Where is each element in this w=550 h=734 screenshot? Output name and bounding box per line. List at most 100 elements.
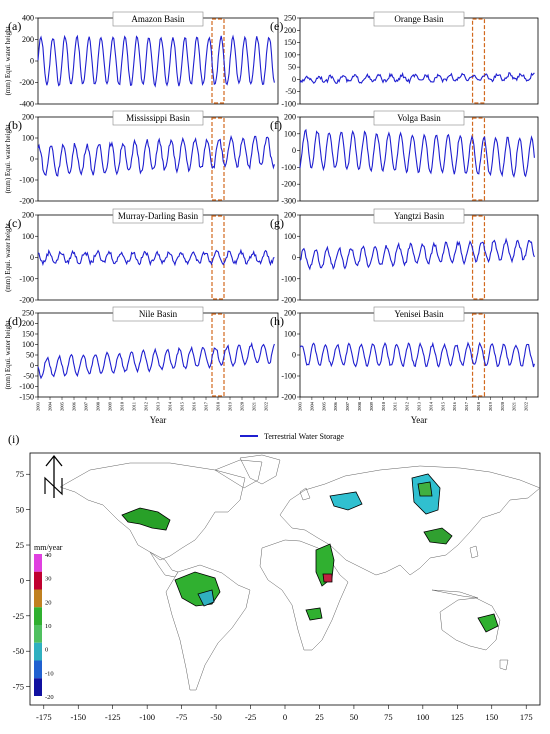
map-x-tick-label: 125: [451, 712, 464, 722]
x-tick-label: 2013: [417, 401, 422, 411]
colorbar: [34, 554, 42, 696]
y-tick-label: 0: [30, 155, 34, 164]
colorbar-tick-label: 20: [45, 599, 52, 606]
y-tick-label: -100: [19, 176, 34, 185]
tws-series-line: [37, 134, 275, 177]
y-tick-label: -50: [285, 87, 296, 96]
panel-1: Amazon Basin (a) -400 -200 0 200 400 (mm) Equi.…: [4, 11, 279, 109]
panel-label: (f): [270, 118, 282, 132]
y-tick-label: -100: [281, 274, 296, 283]
y-tick-label: -100: [281, 163, 296, 172]
y-tick-label: -100: [281, 372, 296, 381]
world-map-panel: (i): [8, 432, 541, 722]
y-tick-label: -100: [281, 100, 296, 109]
title-box: [112, 110, 204, 126]
tws-series-line: [37, 341, 275, 380]
y-tick-label: 0: [30, 57, 34, 66]
y-tick-label: 200: [22, 113, 34, 122]
x-tick-label: 2008: [96, 401, 101, 411]
x-tick-label: 2014: [168, 401, 173, 411]
highlight-box: [211, 215, 225, 300]
map-y-tick-label: -25: [13, 611, 24, 621]
colorbar-segment: [34, 607, 42, 625]
x-tick-label: 2014: [428, 401, 433, 411]
colorbar-segment: [34, 642, 42, 661]
colorbar-unit: mm/year: [34, 543, 63, 552]
panel-title: Yangtzi Basin: [394, 211, 445, 221]
y-tick-label: 200: [284, 211, 296, 220]
tws-series-line: [37, 248, 275, 267]
y-tick-label: -200: [281, 180, 296, 189]
mississippi-basin-shape: [121, 507, 171, 531]
y-tick-label: 100: [22, 340, 34, 349]
map-x-tick-label: -150: [70, 712, 86, 722]
map-x-tick-label: -125: [105, 712, 121, 722]
tws-series-line: [37, 34, 275, 88]
panel-label: (d): [8, 314, 22, 328]
map-x-tick-label: -100: [139, 712, 155, 722]
y-tick-label: 200: [22, 211, 34, 220]
y-tick-label: 0: [30, 361, 34, 370]
x-tick-label: 2012: [144, 402, 149, 411]
x-tick-label: 2020: [500, 401, 505, 411]
y-tick-label: 0: [292, 75, 296, 84]
panel-label: (e): [270, 19, 283, 33]
map-y-tick-label: 75: [16, 469, 25, 479]
y-tick-label: 200: [284, 309, 296, 318]
map-x-tick-label: 75: [384, 712, 393, 722]
y-tick-label: 0: [30, 253, 34, 262]
murray-darling-basin-shape: [477, 613, 499, 633]
panel-title: Nile Basin: [139, 309, 178, 319]
tws-series-line: [299, 237, 535, 271]
x-tick-label: 2011: [393, 402, 398, 411]
panel-label: (b): [8, 118, 22, 132]
map-x-tick-label: 25: [315, 712, 324, 722]
x-tick-label: 2005: [60, 401, 65, 411]
x-tick-label: 2015: [180, 401, 185, 411]
title-box: [112, 208, 204, 224]
panel-label: (g): [270, 216, 284, 230]
colorbar-tick-label: -10: [45, 670, 54, 677]
y-axis-label: (mm) Equi. water height: [4, 27, 12, 96]
title-box: [112, 11, 204, 27]
colorbar-segment: [34, 678, 42, 696]
y-tick-label: -200: [281, 393, 296, 402]
panel-title: Mississippi Basin: [126, 113, 190, 123]
y-axis-label: (mm) Equi. water height: [4, 125, 12, 194]
map-x-tick-label: 150: [485, 712, 498, 722]
y-tick-label: 150: [284, 38, 296, 47]
map-y-ticks: 75 50 25 0 -25 -50 -75: [13, 469, 30, 692]
x-tick-label: 2017: [464, 401, 469, 411]
map-y-tick-label: -50: [13, 646, 24, 656]
panel-title: Orange Basin: [394, 14, 444, 24]
x-tick-label: 2009: [108, 401, 113, 411]
x-tick-label: 2013: [156, 401, 161, 411]
coastlines: [59, 454, 541, 691]
title-box: [112, 306, 204, 322]
colorbar-ticks: 40 30 20 10 0 -10 -20: [45, 552, 54, 701]
y-tick-label: 0: [292, 253, 296, 262]
y-tick-label: 0: [292, 351, 296, 360]
x-tick-label: 2016: [452, 401, 457, 411]
x-tick-label: 2004: [48, 401, 53, 411]
map-x-tick-label: 0: [283, 712, 287, 722]
title-box: [373, 11, 465, 27]
x-tick-label: 2019: [228, 401, 233, 411]
y-tick-label: 100: [284, 50, 296, 59]
legend-label: Terrestrial Water Storage: [264, 432, 344, 441]
highlight-box: [471, 313, 486, 397]
y-tick-label: -300: [281, 197, 296, 206]
map-x-tick-label: -75: [176, 712, 187, 722]
colorbar-tick-label: -20: [45, 694, 54, 701]
colorbar-segment: [34, 625, 42, 643]
y-tick-label: -50: [23, 372, 34, 381]
map-y-tick-label: -75: [13, 682, 24, 692]
y-tick-label: 100: [284, 232, 296, 241]
x-tick-label: 2005: [321, 401, 326, 411]
x-axis-label: Year: [411, 415, 428, 425]
map-x-ticks: -175 -150 -125 -100 -75 -50 -25 0 25 50 75 100 125 15…: [36, 705, 533, 722]
x-tick-label: 2012: [405, 402, 410, 411]
colorbar-tick-label: 10: [45, 623, 52, 630]
plot-frame: [37, 312, 279, 398]
x-tick-label: 2021: [252, 402, 257, 411]
